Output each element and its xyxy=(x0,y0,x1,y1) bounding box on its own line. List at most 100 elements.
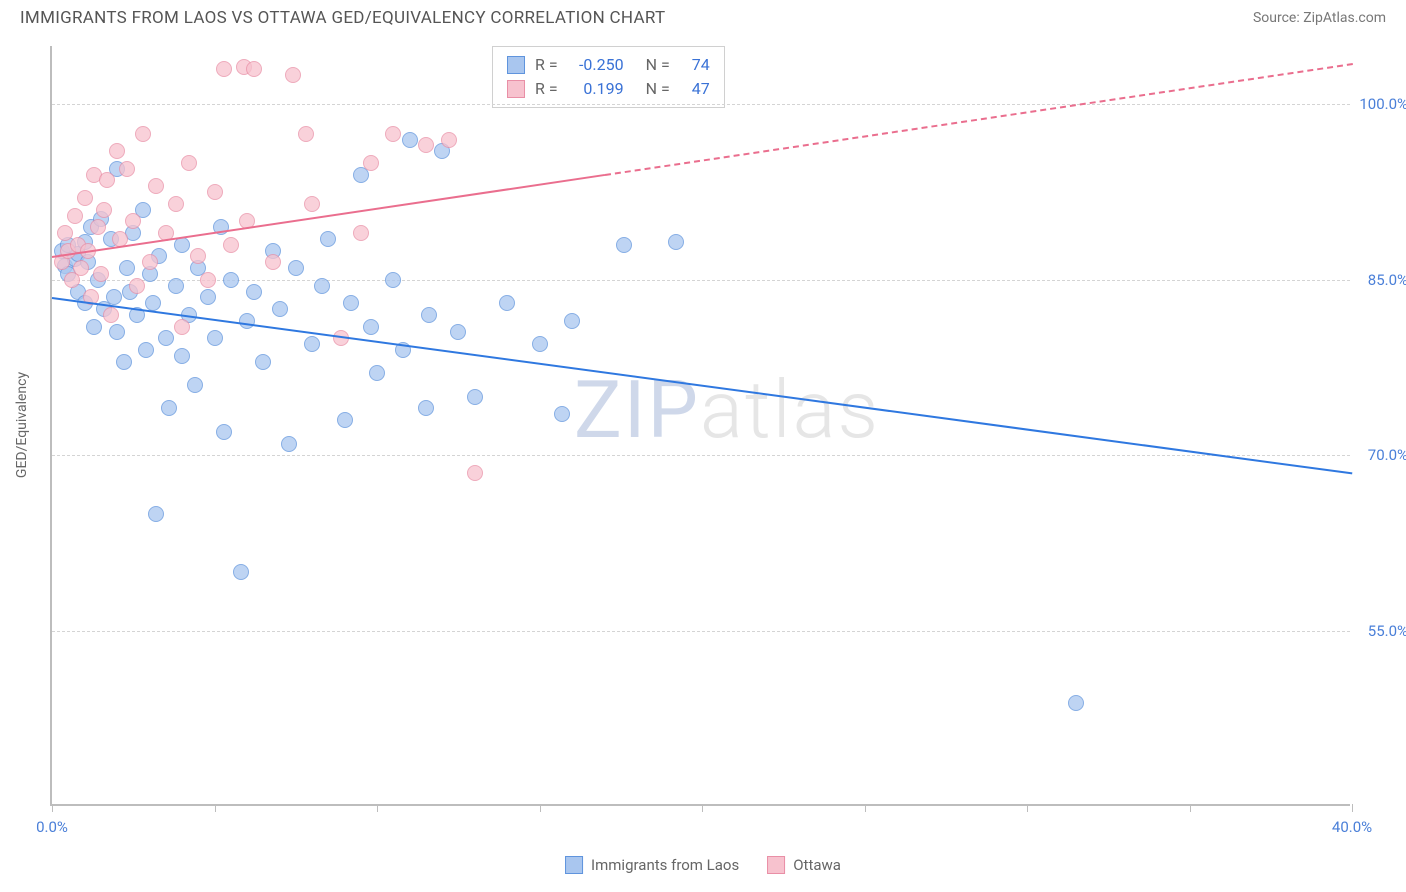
data-point xyxy=(265,254,281,270)
data-point xyxy=(207,330,223,346)
data-point xyxy=(190,248,206,264)
data-point xyxy=(304,196,320,212)
data-point xyxy=(116,354,132,370)
gridline xyxy=(52,455,1350,456)
n-value: 74 xyxy=(680,53,710,77)
gridline xyxy=(52,280,1350,281)
x-tick xyxy=(52,804,53,812)
data-point xyxy=(337,412,353,428)
data-point xyxy=(223,237,239,253)
data-point xyxy=(103,307,119,323)
source-label: Source: ZipAtlas.com xyxy=(1253,10,1386,26)
data-point xyxy=(187,377,203,393)
x-tick xyxy=(540,804,541,812)
y-axis-label: GED/Equivalency xyxy=(14,372,30,478)
data-point xyxy=(564,313,580,329)
data-point xyxy=(129,278,145,294)
data-point xyxy=(668,234,684,250)
x-tick xyxy=(1190,804,1191,812)
data-point xyxy=(272,301,288,317)
data-point xyxy=(363,319,379,335)
data-point xyxy=(385,272,401,288)
data-point xyxy=(314,278,330,294)
scatter-chart: GED/Equivalency ZIPatlas R =-0.250N =74R… xyxy=(50,46,1350,806)
data-point xyxy=(158,330,174,346)
n-value: 47 xyxy=(680,77,710,101)
data-point xyxy=(320,231,336,247)
data-point xyxy=(554,406,570,422)
data-point xyxy=(174,348,190,364)
data-point xyxy=(239,313,255,329)
data-point xyxy=(96,202,112,218)
legend-swatch xyxy=(507,56,525,74)
data-point xyxy=(200,272,216,288)
data-point xyxy=(93,266,109,282)
stats-legend: R =-0.250N =74R =0.199N =47 xyxy=(492,46,725,108)
data-point xyxy=(418,400,434,416)
data-point xyxy=(421,307,437,323)
data-point xyxy=(125,213,141,229)
legend-label: Ottawa xyxy=(793,856,841,874)
data-point xyxy=(532,336,548,352)
data-point xyxy=(200,289,216,305)
data-point xyxy=(402,132,418,148)
y-tick-label: 100.0% xyxy=(1359,95,1406,113)
data-point xyxy=(207,184,223,200)
legend-label: Immigrants from Laos xyxy=(591,856,739,874)
regression-line xyxy=(52,297,1352,474)
data-point xyxy=(246,284,262,300)
x-tick xyxy=(1352,804,1353,812)
data-point xyxy=(467,389,483,405)
data-point xyxy=(106,289,122,305)
legend-swatch xyxy=(507,80,525,98)
data-point xyxy=(223,272,239,288)
data-point xyxy=(148,506,164,522)
data-point xyxy=(161,400,177,416)
bottom-legend: Immigrants from Laos Ottawa xyxy=(565,856,841,874)
data-point xyxy=(90,219,106,235)
data-point xyxy=(233,564,249,580)
data-point xyxy=(450,324,466,340)
data-point xyxy=(142,254,158,270)
data-point xyxy=(119,161,135,177)
data-point xyxy=(363,155,379,171)
x-tick-label: 0.0% xyxy=(36,818,68,836)
data-point xyxy=(73,260,89,276)
data-point xyxy=(285,67,301,83)
data-point xyxy=(369,365,385,381)
data-point xyxy=(616,237,632,253)
data-point xyxy=(67,208,83,224)
data-point xyxy=(148,178,164,194)
data-point xyxy=(135,126,151,142)
gridline xyxy=(52,631,1350,632)
data-point xyxy=(109,143,125,159)
legend-item: Ottawa xyxy=(767,856,841,874)
data-point xyxy=(99,172,115,188)
data-point xyxy=(281,436,297,452)
r-value: 0.199 xyxy=(568,77,624,101)
data-point xyxy=(343,295,359,311)
data-point xyxy=(109,324,125,340)
gridline xyxy=(52,104,1350,105)
r-value: -0.250 xyxy=(568,53,624,77)
y-tick-label: 85.0% xyxy=(1368,271,1406,289)
data-point xyxy=(1068,695,1084,711)
data-point xyxy=(181,155,197,171)
watermark: ZIPatlas xyxy=(574,363,880,457)
data-point xyxy=(145,295,161,311)
data-point xyxy=(304,336,320,352)
legend-swatch xyxy=(767,856,785,874)
y-tick-label: 55.0% xyxy=(1368,622,1406,640)
x-tick xyxy=(1027,804,1028,812)
n-label: N = xyxy=(646,53,670,77)
data-point xyxy=(255,354,271,370)
data-point xyxy=(418,137,434,153)
legend-swatch xyxy=(565,856,583,874)
y-tick-label: 70.0% xyxy=(1368,446,1406,464)
data-point xyxy=(385,126,401,142)
data-point xyxy=(288,260,304,276)
watermark-part2: atlas xyxy=(700,363,880,457)
data-point xyxy=(298,126,314,142)
data-point xyxy=(353,225,369,241)
data-point xyxy=(216,61,232,77)
